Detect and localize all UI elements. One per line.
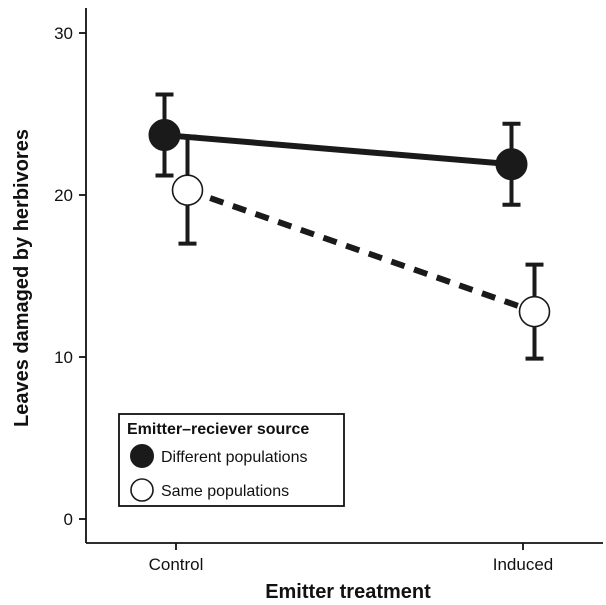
data-point-same bbox=[171, 174, 204, 206]
data-point-different bbox=[148, 119, 181, 152]
y-axis-title: Leaves damaged by herbivores bbox=[11, 129, 33, 427]
legend-marker-same bbox=[130, 478, 154, 502]
legend-box bbox=[118, 413, 345, 507]
legend-label-same: Same populations bbox=[161, 483, 289, 500]
data-point-same bbox=[518, 295, 551, 328]
legend-title: Emitter–reciever source bbox=[127, 421, 309, 438]
y-tick-label: 20 bbox=[54, 186, 73, 205]
series-line-same bbox=[186, 187, 536, 315]
series-layer bbox=[148, 92, 551, 361]
x-tick-label: Control bbox=[149, 555, 204, 574]
legend-label-different: Different populations bbox=[161, 449, 307, 466]
x-tick-label: Induced bbox=[493, 555, 554, 574]
x-axis-title: Emitter treatment bbox=[265, 581, 431, 603]
legend-marker-different bbox=[130, 444, 154, 468]
series-line-different bbox=[164, 132, 512, 168]
data-point-different bbox=[495, 148, 528, 181]
legend: Emitter–reciever source Different popula… bbox=[118, 413, 345, 507]
y-tick-label: 0 bbox=[64, 510, 73, 529]
y-tick-label: 10 bbox=[54, 348, 73, 367]
axes: 0 10 20 30 Control Induced bbox=[54, 8, 603, 574]
y-tick-label: 30 bbox=[54, 24, 73, 43]
